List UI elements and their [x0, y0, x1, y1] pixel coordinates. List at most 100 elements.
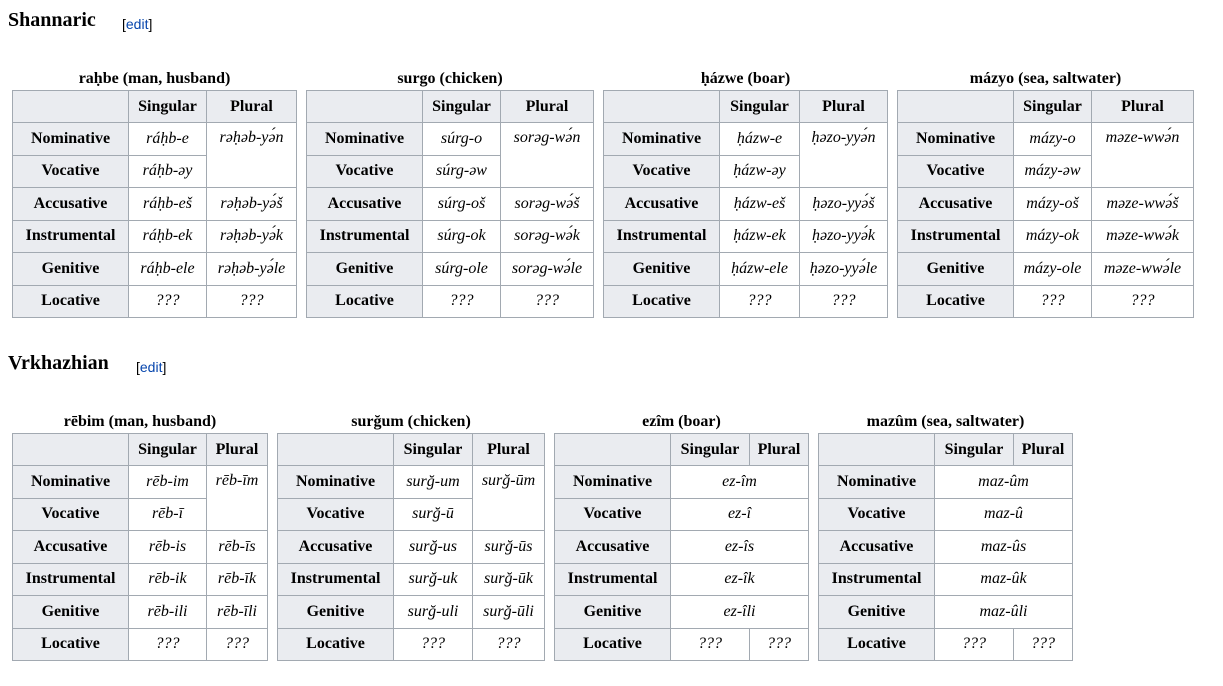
cell-accusative-singular: rēb-is [128, 530, 207, 564]
column-header-plural: Plural [472, 433, 545, 466]
row-header-instrumental: Instrumental [554, 562, 671, 596]
row-header-nominative: Nominative [554, 465, 671, 499]
edit-link-shannaric: [edit] [122, 16, 153, 32]
row-header-instrumental: Instrumental [277, 562, 394, 596]
row-header-vocative: Vocative [897, 154, 1014, 188]
row-header-vocative: Vocative [12, 497, 129, 531]
row-header-nominative: Nominative [12, 465, 129, 499]
cell-genitive-singular: mázy-ole [1013, 252, 1092, 286]
column-header-plural: Plural [799, 90, 888, 123]
cell-nominative-vocative-plural: sorəg-wə́n [500, 122, 594, 188]
declension-table-mazyo: mázyo (sea, saltwater) Singular Plural N… [897, 68, 1194, 318]
cell-vocative-merged: maz-û [934, 497, 1073, 531]
cell-accusative-singular: ḥázw-eš [719, 187, 800, 221]
declension-table-hazwe: ḥázwe (boar) Singular Plural Nominative … [603, 68, 888, 318]
table-caption: raḥbe (man, husband) [78, 70, 231, 87]
cell-genitive-plural: surğ-ūli [472, 595, 545, 629]
column-header-singular: Singular [393, 433, 473, 466]
table-caption: ezîm (boar) [642, 413, 721, 430]
cell-locative-singular: ??? [128, 284, 207, 318]
table-caption: ḥázwe (boar) [700, 70, 791, 87]
row-header-accusative: Accusative [12, 187, 129, 221]
cell-locative-plural: ??? [206, 284, 297, 318]
cell-nominative-singular: rēb-im [128, 465, 207, 499]
row-header-genitive: Genitive [603, 252, 720, 286]
cell-instrumental-plural: rēb-īk [206, 562, 268, 596]
row-header-nominative: Nominative [277, 465, 394, 499]
declension-table-rebim: rēbim (man, husband) Singular Plural Nom… [12, 411, 268, 661]
cell-genitive-merged: maz-ûli [934, 595, 1073, 629]
cell-genitive-merged: ez-îli [670, 595, 809, 629]
declension-table-rahbe: raḥbe (man, husband) Singular Plural Nom… [12, 68, 297, 318]
row-header-instrumental: Instrumental [306, 219, 423, 253]
row-header-accusative: Accusative [554, 530, 671, 564]
cell-locative-plural: ??? [500, 284, 594, 318]
table-caption: rēbim (man, husband) [63, 413, 217, 430]
table-caption: mazûm (sea, saltwater) [866, 413, 1025, 430]
edit-button[interactable]: edit [125, 16, 149, 32]
corner-cell [897, 90, 1014, 123]
cell-accusative-plural: rəḥəb-yə́š [206, 187, 297, 221]
cell-genitive-singular: rēb-ili [128, 595, 207, 629]
column-header-plural: Plural [1013, 433, 1073, 466]
row-header-genitive: Genitive [277, 595, 394, 629]
column-header-singular: Singular [128, 90, 207, 123]
cell-instrumental-merged: ez-îk [670, 562, 809, 596]
cell-nominative-singular: mázy-o [1013, 122, 1092, 156]
cell-vocative-singular: mázy-əw [1013, 154, 1092, 188]
row-header-vocative: Vocative [818, 497, 935, 531]
cell-accusative-singular: surğ-us [393, 530, 473, 564]
column-header-plural: Plural [1091, 90, 1194, 123]
cell-genitive-plural: ḥəzo-yyə́le [799, 252, 888, 286]
cell-locative-plural: ??? [799, 284, 888, 318]
cell-genitive-singular: ḥázw-ele [719, 252, 800, 286]
row-header-accusative: Accusative [306, 187, 423, 221]
table-caption: mázyo (sea, saltwater) [969, 70, 1122, 87]
row-header-vocative: Vocative [603, 154, 720, 188]
cell-instrumental-plural: rəḥəb-yə́k [206, 219, 297, 253]
cell-genitive-singular: súrg-ole [422, 252, 501, 286]
row-header-locative: Locative [12, 627, 129, 661]
cell-instrumental-singular: mázy-ok [1013, 219, 1092, 253]
cell-nominative-vocative-plural: ḥəzo-yyə́n [799, 122, 888, 188]
cell-instrumental-singular: surğ-uk [393, 562, 473, 596]
row-header-genitive: Genitive [12, 252, 129, 286]
cell-accusative-merged: maz-ûs [934, 530, 1073, 564]
cell-locative-plural: ??? [749, 627, 809, 661]
cell-nominative-vocative-plural: surğ-ūm [472, 465, 545, 531]
edit-button[interactable]: edit [139, 359, 163, 375]
column-header-singular: Singular [128, 433, 207, 466]
row-header-genitive: Genitive [12, 595, 129, 629]
row-header-nominative: Nominative [306, 122, 423, 156]
cell-locative-singular: ??? [128, 627, 207, 661]
declension-table-mazum: mazûm (sea, saltwater) Singular Plural N… [818, 411, 1073, 661]
table-caption: surğum (chicken) [351, 413, 471, 430]
corner-cell [12, 90, 129, 123]
column-header-plural: Plural [500, 90, 594, 123]
row-header-instrumental: Instrumental [12, 219, 129, 253]
row-header-genitive: Genitive [897, 252, 1014, 286]
row-header-vocative: Vocative [12, 154, 129, 188]
cell-nominative-merged: ez-îm [670, 465, 809, 499]
cell-accusative-plural: ḥəzo-yyə́š [799, 187, 888, 221]
cell-locative-singular: ??? [934, 627, 1014, 661]
edit-link-vrkhazhian: [edit] [136, 359, 167, 375]
cell-accusative-singular: súrg-oš [422, 187, 501, 221]
corner-cell [12, 433, 129, 466]
column-header-singular: Singular [670, 433, 750, 466]
cell-accusative-plural: surğ-ūs [472, 530, 545, 564]
cell-genitive-plural: sorəg-wə́le [500, 252, 594, 286]
row-header-vocative: Vocative [306, 154, 423, 188]
cell-accusative-singular: mázy-oš [1013, 187, 1092, 221]
cell-accusative-singular: ráḥb-eš [128, 187, 207, 221]
row-header-vocative: Vocative [277, 497, 394, 531]
cell-instrumental-plural: ḥəzo-yyə́k [799, 219, 888, 253]
cell-genitive-plural: rēb-īli [206, 595, 268, 629]
cell-locative-singular: ??? [1013, 284, 1092, 318]
corner-cell [818, 433, 935, 466]
cell-genitive-plural: məze-wwə́le [1091, 252, 1194, 286]
corner-cell [603, 90, 720, 123]
section-heading-shannaric: Shannaric [8, 9, 96, 31]
cell-nominative-vocative-plural: rēb-īm [206, 465, 268, 531]
row-header-locative: Locative [603, 284, 720, 318]
